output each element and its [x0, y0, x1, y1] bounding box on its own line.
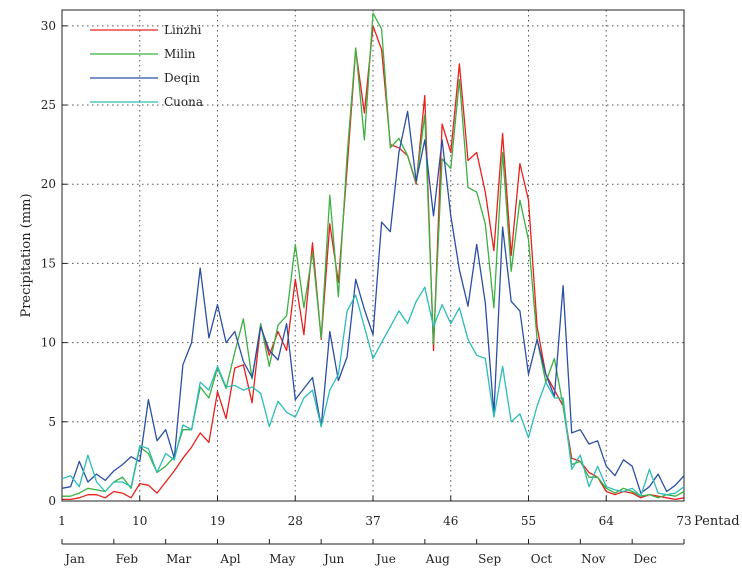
month-label: Nov [581, 552, 606, 566]
x-tick-label: 28 [288, 514, 303, 528]
series-line-cuona [61, 286, 685, 497]
x-tick-label: 55 [521, 514, 536, 528]
month-label: Jan [63, 552, 85, 566]
legend-label-deqin: Deqin [164, 71, 200, 85]
x-tick-label: 10 [132, 514, 147, 528]
x-tick-label: 46 [443, 514, 458, 528]
x-tick-label: 73 [676, 514, 691, 528]
legend-label-milin: Milin [164, 47, 196, 61]
y-tick-label: 5 [48, 415, 56, 429]
y-tick-label: 30 [41, 19, 56, 33]
series-line-milin [62, 12, 685, 499]
y-axis: 0 5 10 15 20 25 30 [41, 19, 67, 508]
month-label: Jun [322, 552, 345, 566]
x-tick-label: 64 [599, 514, 615, 528]
x-axis: 1 10 19 28 37 46 55 64 73 [58, 496, 692, 528]
month-label: Jue [374, 552, 396, 566]
legend-label-cuona: Cuona [164, 95, 203, 109]
legend: Linzhi Milin Deqin Cuona [90, 23, 203, 109]
month-label: Sep [478, 552, 501, 566]
series-line-linzhi [62, 25, 685, 501]
x-axis-label: Pentad [694, 514, 740, 529]
month-label: Aug [425, 552, 450, 566]
month-label: Mar [166, 552, 191, 566]
y-axis-label: Precipitation (mm) [19, 193, 34, 317]
y-tick-label: 15 [41, 256, 56, 270]
month-label: May [269, 552, 295, 566]
y-tick-label: 25 [41, 98, 56, 112]
x-tick-label: 37 [365, 514, 380, 528]
series-line-deqin [61, 110, 685, 494]
month-label: Oct [531, 552, 553, 566]
x-tick-label: 19 [210, 514, 225, 528]
series-lines [61, 12, 685, 501]
grid-lines [62, 10, 684, 501]
legend-label-linzhi: Linzhi [164, 23, 202, 37]
x-tick-label: 1 [58, 514, 66, 528]
y-tick-label: 0 [48, 494, 56, 508]
month-label: Dec [633, 552, 657, 566]
month-label: Feb [116, 552, 139, 566]
month-label: Apl [219, 552, 240, 566]
month-axis: Jan Feb Mar Apl May Jun Jue Aug Sep Oct Nov Dec [61, 539, 685, 566]
y-tick-label: 20 [41, 177, 56, 191]
y-tick-label: 10 [41, 336, 56, 350]
